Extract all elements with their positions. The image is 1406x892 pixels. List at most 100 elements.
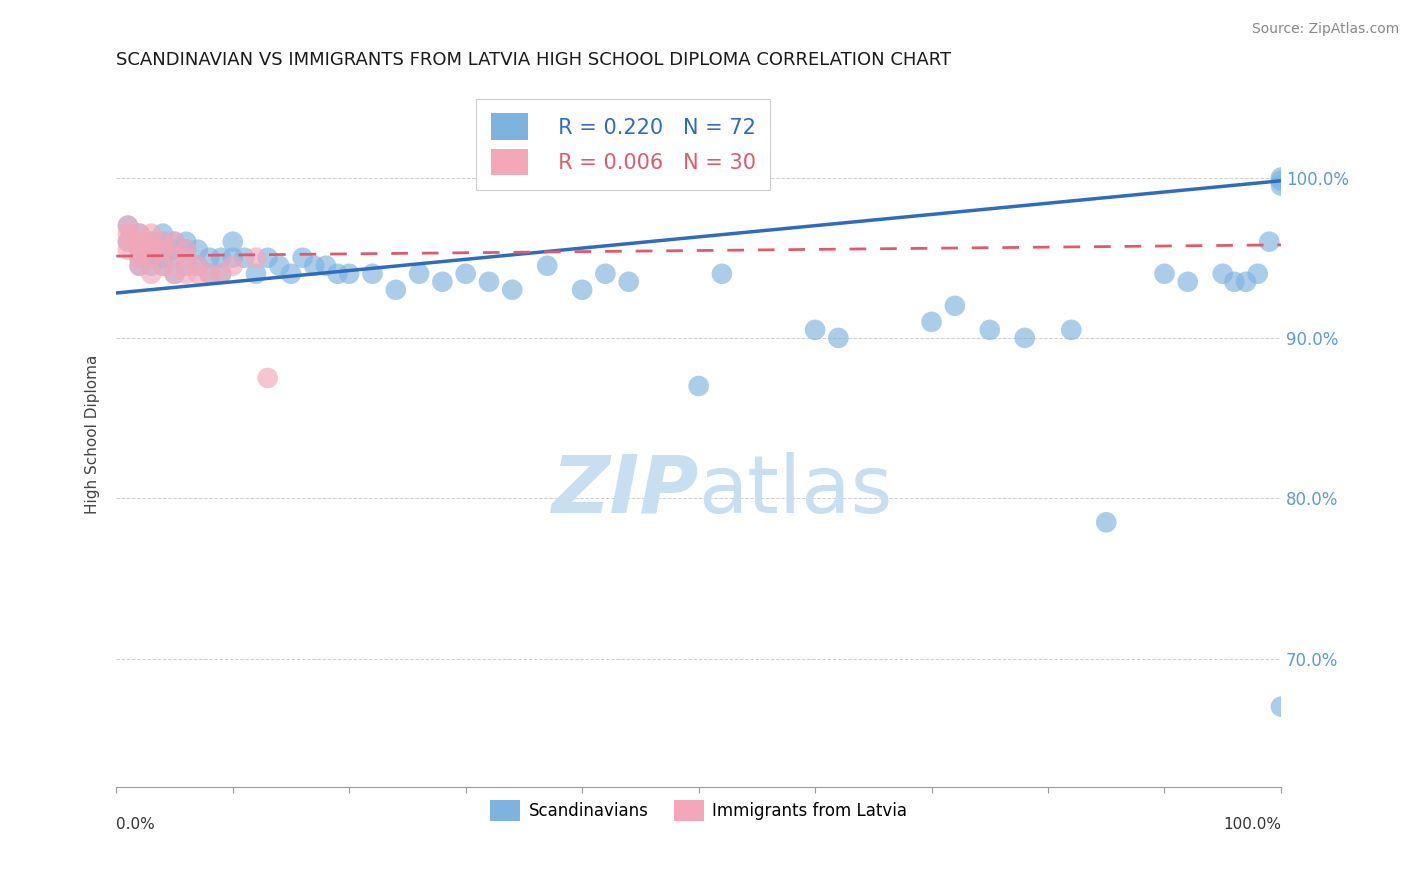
Point: [163, 243, 186, 257]
Point: [222, 259, 245, 273]
Point: [501, 283, 523, 297]
Point: [152, 259, 174, 273]
Point: [163, 267, 186, 281]
Point: [1270, 699, 1292, 714]
Point: [163, 251, 186, 265]
Point: [152, 243, 174, 257]
Point: [152, 243, 174, 257]
Point: [152, 251, 174, 265]
Point: [187, 259, 209, 273]
Point: [1270, 174, 1292, 188]
Point: [979, 323, 1001, 337]
Point: [152, 235, 174, 249]
Point: [595, 267, 617, 281]
Point: [1212, 267, 1234, 281]
Point: [1014, 331, 1036, 345]
Point: [174, 251, 197, 265]
Text: ZIP: ZIP: [551, 451, 699, 530]
Point: [198, 267, 221, 281]
Point: [943, 299, 966, 313]
Point: [617, 275, 640, 289]
Point: [187, 243, 209, 257]
Point: [536, 259, 558, 273]
Point: [141, 259, 163, 273]
Point: [163, 251, 186, 265]
Text: 100.0%: 100.0%: [1223, 817, 1281, 832]
Point: [222, 235, 245, 249]
Point: [117, 243, 139, 257]
Point: [163, 235, 186, 249]
Y-axis label: High School Diploma: High School Diploma: [86, 354, 100, 514]
Point: [117, 235, 139, 249]
Point: [187, 267, 209, 281]
Point: [174, 267, 197, 281]
Point: [408, 267, 430, 281]
Point: [478, 275, 501, 289]
Point: [141, 251, 163, 265]
Point: [1258, 235, 1281, 249]
Point: [688, 379, 710, 393]
Point: [1153, 267, 1175, 281]
Point: [245, 267, 267, 281]
Point: [209, 251, 232, 265]
Point: [141, 235, 163, 249]
Point: [141, 243, 163, 257]
Point: [128, 227, 150, 241]
Point: [1177, 275, 1199, 289]
Text: Source: ZipAtlas.com: Source: ZipAtlas.com: [1251, 22, 1399, 37]
Point: [128, 259, 150, 273]
Point: [385, 283, 408, 297]
Point: [326, 267, 349, 281]
Point: [187, 259, 209, 273]
Point: [1223, 275, 1246, 289]
Point: [1234, 275, 1257, 289]
Point: [152, 259, 174, 273]
Text: SCANDINAVIAN VS IMMIGRANTS FROM LATVIA HIGH SCHOOL DIPLOMA CORRELATION CHART: SCANDINAVIAN VS IMMIGRANTS FROM LATVIA H…: [117, 51, 952, 69]
Point: [921, 315, 943, 329]
Point: [141, 251, 163, 265]
Point: [128, 251, 150, 265]
Point: [256, 251, 278, 265]
Text: 0.0%: 0.0%: [117, 817, 155, 832]
Point: [1246, 267, 1268, 281]
Text: atlas: atlas: [699, 451, 893, 530]
Point: [128, 251, 150, 265]
Point: [174, 259, 197, 273]
Point: [174, 235, 197, 249]
Point: [315, 259, 337, 273]
Point: [233, 251, 256, 265]
Point: [141, 267, 163, 281]
Point: [174, 243, 197, 257]
Point: [337, 267, 360, 281]
Point: [571, 283, 593, 297]
Point: [128, 243, 150, 257]
Point: [198, 251, 221, 265]
Point: [152, 227, 174, 241]
Point: [198, 267, 221, 281]
Point: [1060, 323, 1083, 337]
Point: [209, 267, 232, 281]
Point: [117, 235, 139, 249]
Point: [454, 267, 477, 281]
Point: [291, 251, 314, 265]
Point: [141, 235, 163, 249]
Point: [209, 267, 232, 281]
Point: [269, 259, 291, 273]
Point: [222, 251, 245, 265]
Point: [152, 235, 174, 249]
Point: [710, 267, 733, 281]
Point: [1095, 516, 1118, 530]
Point: [163, 267, 186, 281]
Point: [432, 275, 454, 289]
Point: [128, 259, 150, 273]
Point: [827, 331, 849, 345]
Point: [304, 259, 326, 273]
Point: [1270, 178, 1292, 193]
Point: [128, 235, 150, 249]
Point: [174, 243, 197, 257]
Point: [128, 243, 150, 257]
Point: [117, 219, 139, 233]
Point: [361, 267, 384, 281]
Point: [1270, 170, 1292, 185]
Point: [117, 219, 139, 233]
